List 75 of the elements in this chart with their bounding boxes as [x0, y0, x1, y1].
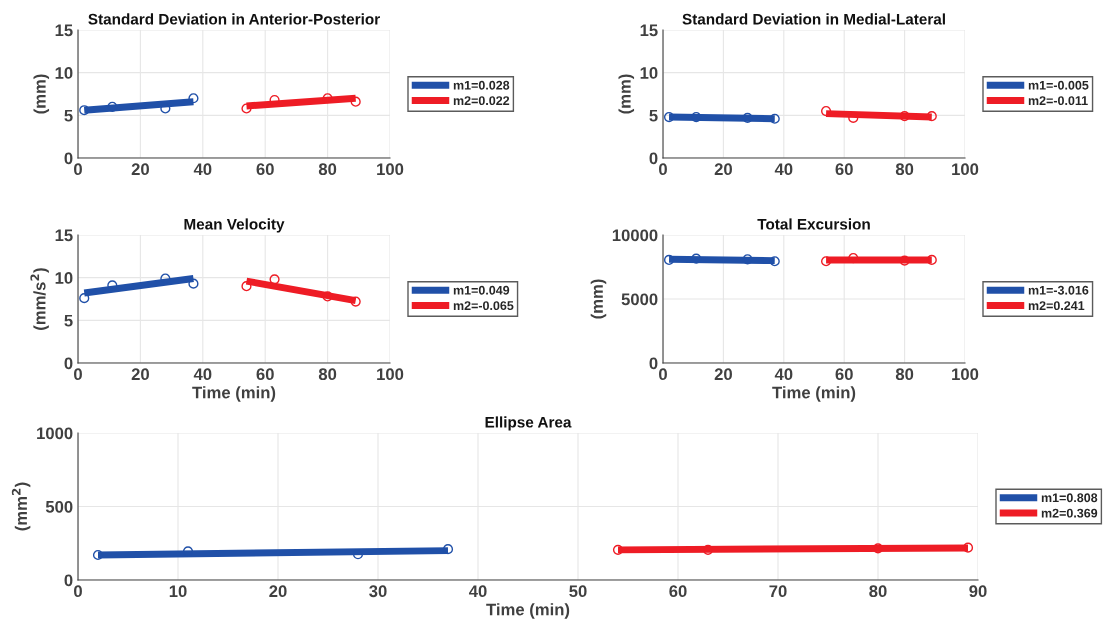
x-tick-label: 70	[769, 585, 787, 598]
x-tick-label: 100	[952, 368, 979, 381]
x-tick-label: 50	[569, 585, 587, 598]
y-tick-label: 15	[640, 24, 658, 37]
legend-label: m2=-0.065	[453, 301, 514, 311]
legend-label: m1=-0.005	[1028, 80, 1089, 90]
x-tick-label: 20	[131, 163, 149, 176]
y-tick-label: 5	[64, 314, 73, 327]
legend-label: m2=0.241	[1028, 301, 1085, 311]
x-tick-label: 20	[714, 368, 732, 381]
x-tick-label: 0	[659, 368, 667, 381]
chart-title: Ellipse Area	[485, 416, 572, 431]
x-tick-label: 100	[377, 163, 404, 176]
x-tick-label: 60	[669, 585, 687, 598]
x-tick-label: 60	[256, 368, 274, 381]
x-tick-label: 40	[468, 585, 487, 598]
x-tick-label: 20	[714, 163, 732, 176]
legend-label: m2=-0.011	[1028, 96, 1088, 106]
chart-title: Total Excursion	[757, 218, 870, 230]
y-tick-label: 5000	[621, 293, 658, 306]
chart-title: Standard Deviation in Anterior-Posterior	[88, 13, 380, 25]
legend-label: m1=0.049	[453, 285, 510, 295]
x-tick-label: 100	[952, 163, 979, 176]
x-tick-label: 20	[269, 585, 287, 598]
y-tick-label: 5	[649, 109, 658, 122]
y-tick-label: 10	[640, 67, 658, 79]
x-axis-title: Time (min)	[486, 603, 570, 619]
y-tick-label: 5	[64, 109, 73, 122]
x-tick-label: 60	[256, 163, 274, 176]
x-tick-label: 0	[74, 585, 82, 598]
x-tick-label: 10	[169, 585, 187, 598]
x-tick-label: 90	[969, 585, 987, 598]
y-tick-label: 10	[55, 272, 73, 284]
x-tick-label: 80	[318, 163, 337, 176]
x-tick-label: 30	[369, 585, 387, 598]
x-tick-label: 40	[774, 163, 793, 176]
y-tick-label: 0	[649, 357, 658, 370]
legend-label: m1=0.808	[1041, 493, 1098, 503]
x-axis-title: Time (min)	[772, 386, 856, 402]
legend-label: m2=0.022	[453, 96, 510, 106]
y-tick-label: 0	[649, 152, 658, 165]
x-tick-label: 40	[193, 163, 212, 176]
y-tick-label: 10000	[612, 229, 658, 242]
x-tick-label: 100	[377, 368, 404, 381]
x-tick-label: 80	[869, 585, 887, 598]
x-axis-title: Time (min)	[192, 386, 276, 402]
y-axis-title: (mm)	[33, 74, 50, 114]
y-tick-label: 1000	[37, 427, 73, 440]
x-tick-label: 0	[74, 163, 82, 176]
y-tick-label: 0	[64, 152, 73, 165]
x-tick-label: 20	[131, 368, 149, 381]
y-tick-label: 0	[64, 357, 73, 370]
chart-title: Mean Velocity	[184, 218, 285, 233]
x-tick-label: 0	[74, 368, 82, 381]
x-tick-label: 80	[895, 368, 914, 381]
chart-title: Standard Deviation in Medial-Lateral	[682, 13, 945, 25]
x-tick-label: 40	[774, 368, 793, 381]
y-tick-label: 0	[64, 574, 73, 587]
x-tick-label: 80	[318, 368, 337, 381]
y-axis-title: (mm)	[618, 74, 635, 114]
y-tick-label: 500	[45, 500, 73, 513]
y-axis-title: (mm/s$^{2}$)	[30, 268, 49, 330]
x-tick-label: 60	[835, 368, 853, 381]
legend-label: m1=-3.016	[1028, 285, 1089, 295]
y-axis-title: (mm$^{2}$)	[11, 482, 31, 531]
y-tick-label: 10	[55, 67, 73, 79]
x-tick-label: 80	[895, 163, 914, 176]
x-tick-label: 0	[659, 163, 667, 176]
y-tick-label: 15	[55, 229, 73, 242]
x-tick-label: 60	[835, 163, 853, 176]
y-axis-title: (mm)	[590, 279, 607, 319]
legend-label: m2=0.369	[1041, 508, 1098, 518]
y-tick-label: 15	[55, 24, 73, 37]
legend-label: m1=0.028	[453, 80, 510, 90]
x-tick-label: 40	[193, 368, 212, 381]
